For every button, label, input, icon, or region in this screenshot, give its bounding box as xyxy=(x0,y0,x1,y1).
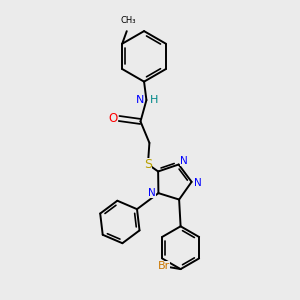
Text: S: S xyxy=(144,158,152,171)
Text: N: N xyxy=(136,95,144,105)
Text: N: N xyxy=(194,178,202,188)
Text: N: N xyxy=(180,156,188,166)
Text: Br: Br xyxy=(158,261,170,271)
Text: CH₃: CH₃ xyxy=(121,16,136,25)
Text: N: N xyxy=(148,188,156,198)
Text: H: H xyxy=(150,95,158,105)
Text: O: O xyxy=(109,112,118,125)
